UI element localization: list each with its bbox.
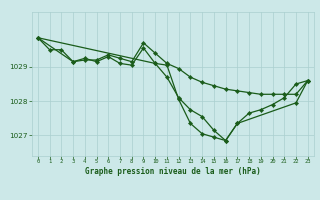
X-axis label: Graphe pression niveau de la mer (hPa): Graphe pression niveau de la mer (hPa) bbox=[85, 167, 261, 176]
